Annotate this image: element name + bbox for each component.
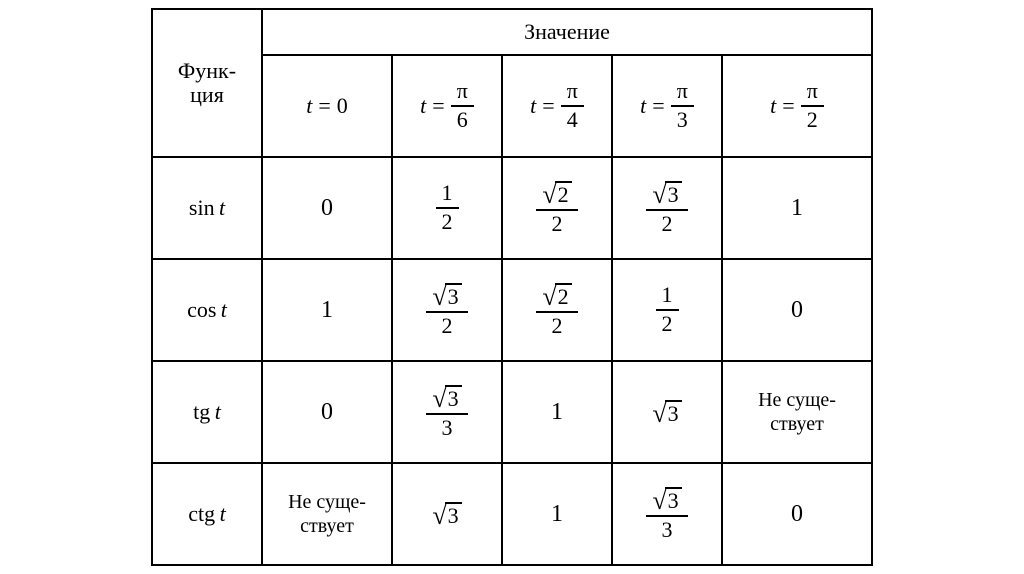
fraction: 12 — [436, 180, 459, 236]
header-values: Значение — [262, 9, 872, 55]
fraction: √32 — [426, 280, 467, 340]
value-plain: 0 — [321, 399, 333, 425]
fraction: √22 — [536, 280, 577, 340]
table-row: cos t 1 √32 √22 12 0 — [152, 259, 872, 361]
value-plain: 0 — [791, 297, 803, 323]
row-function-label: cos t — [152, 259, 262, 361]
fraction: √22 — [536, 178, 577, 238]
sqrt: √3 — [432, 384, 461, 410]
fraction: π3 — [671, 78, 694, 134]
table-cell: 0 — [722, 463, 872, 565]
value-undefined: Не суще-ствует — [723, 388, 871, 436]
column-header: t=π4 — [502, 55, 612, 157]
column-header: t=0 — [262, 55, 392, 157]
table-cell: √3 — [392, 463, 502, 565]
column-t-expression: t=π2 — [770, 78, 824, 134]
table-row: sin t 0 12 √22 √32 1 — [152, 157, 872, 259]
table-cell: √33 — [392, 361, 502, 463]
column-t-expression: t=π4 — [530, 78, 584, 134]
table-cell: 0 — [722, 259, 872, 361]
sqrt: √3 — [432, 501, 461, 527]
table-cell: √32 — [392, 259, 502, 361]
fraction: √33 — [426, 382, 467, 442]
table-cell: √22 — [502, 259, 612, 361]
row-function-label: tg t — [152, 361, 262, 463]
sqrt: √2 — [542, 282, 571, 308]
sqrt: √3 — [652, 180, 681, 206]
column-header: t=π6 — [392, 55, 502, 157]
row-function-label: ctg t — [152, 463, 262, 565]
header-function-line2: ция — [190, 82, 224, 107]
table-cell: 1 — [502, 463, 612, 565]
table-cell: 1 — [502, 361, 612, 463]
table-cell: 0 — [262, 361, 392, 463]
table-cell: √3 — [612, 361, 722, 463]
value-plain: 1 — [551, 399, 563, 425]
header-function: Функ- ция — [152, 9, 262, 157]
table-cell: √22 — [502, 157, 612, 259]
sqrt: √3 — [652, 399, 681, 425]
table-row: ctg tНе суще-ствует √3 1 √33 0 — [152, 463, 872, 565]
fraction: π2 — [801, 78, 824, 134]
table-head: Функ- ция Значение t=0 t=π6 t=π4 t=π3 t=π2 — [152, 9, 872, 157]
table-body: sin t 0 12 √22 √32 1 cos t 1 √32 √22 12 0 tg t 0 √33 1 √… — [152, 157, 872, 565]
value-undefined: Не суще-ствует — [263, 490, 391, 538]
fraction: 12 — [656, 282, 679, 338]
table-cell: 0 — [262, 157, 392, 259]
fraction: π4 — [561, 78, 584, 134]
page: Функ- ция Значение t=0 t=π6 t=π4 t=π3 t=π2 s… — [0, 0, 1024, 574]
column-t-expression: t=π6 — [420, 78, 474, 134]
header-values-label: Значение — [524, 19, 610, 44]
sqrt: √3 — [652, 486, 681, 512]
table-cell: √33 — [612, 463, 722, 565]
trig-values-table: Функ- ция Значение t=0 t=π6 t=π4 t=π3 t=π2 s… — [151, 8, 873, 566]
sqrt: √3 — [432, 282, 461, 308]
table-cell: √32 — [612, 157, 722, 259]
value-plain: 1 — [321, 297, 333, 323]
value-plain: 0 — [791, 501, 803, 527]
sqrt: √2 — [542, 180, 571, 206]
header-function-line1: Функ- — [178, 58, 236, 83]
table-cell: 12 — [392, 157, 502, 259]
table-cell: 1 — [262, 259, 392, 361]
row-function-label: sin t — [152, 157, 262, 259]
table-row: tg t 0 √33 1 √3 Не суще-ствует — [152, 361, 872, 463]
value-plain: 1 — [791, 195, 803, 221]
column-header: t=π3 — [612, 55, 722, 157]
table-cell: Не суще-ствует — [722, 361, 872, 463]
column-t-expression: t=π3 — [640, 78, 694, 134]
column-t-expression: t=0 — [306, 93, 348, 119]
table-cell: Не суще-ствует — [262, 463, 392, 565]
value-plain: 1 — [551, 501, 563, 527]
table-cell: 12 — [612, 259, 722, 361]
fraction: √32 — [646, 178, 687, 238]
table-head-row-1: Функ- ция Значение — [152, 9, 872, 55]
fraction: √33 — [646, 484, 687, 544]
fraction: π6 — [451, 78, 474, 134]
value-plain: 0 — [321, 195, 333, 221]
table-cell: 1 — [722, 157, 872, 259]
column-header: t=π2 — [722, 55, 872, 157]
